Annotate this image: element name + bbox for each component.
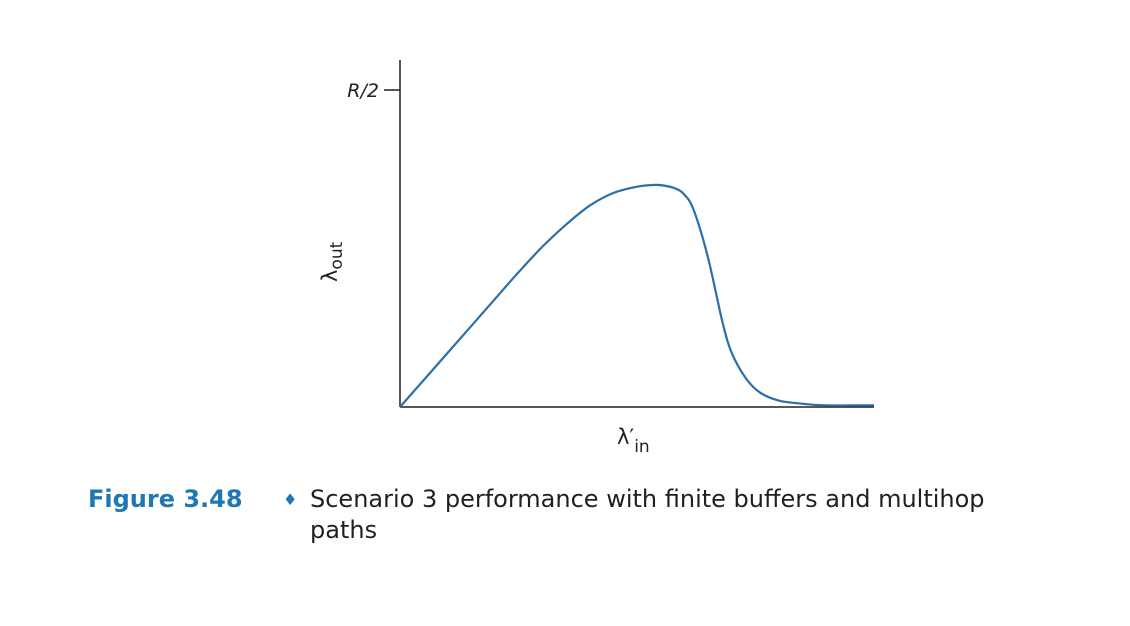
x-axis-label-sub: in	[634, 437, 650, 457]
caption-text: Scenario 3 performance with finite buffe…	[310, 485, 985, 544]
y-ticks: R/2	[347, 80, 400, 102]
chart: R/2 λout λ′in	[318, 60, 874, 457]
diamond-icon: ♦	[283, 490, 298, 509]
y-tick-label: R/2	[347, 80, 379, 102]
y-axis-label-sub: out	[327, 241, 347, 269]
figure-number: Figure 3.48	[88, 485, 243, 513]
y-axis-label-base: λ	[318, 270, 342, 282]
series-line	[399, 183, 874, 408]
x-axis-label-base: λ′	[617, 425, 634, 449]
axes	[399, 60, 874, 408]
y-axis-label: λout	[318, 241, 347, 282]
x-axis-label: λ′in	[617, 425, 650, 457]
